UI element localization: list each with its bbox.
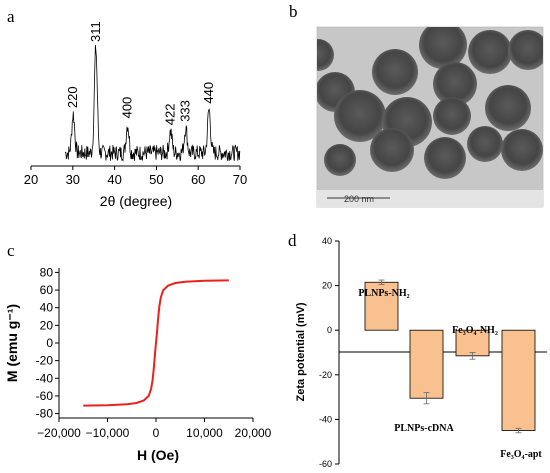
nanoparticle — [372, 49, 418, 95]
bar-label-fe3o4-nh2: Fe₃O₄-NH₂ — [452, 325, 498, 336]
zeta-y-tick-label: 20 — [322, 281, 332, 291]
nanoparticle — [501, 129, 543, 171]
mag-y-tick-label: -20 — [36, 354, 54, 368]
mag-y-tick-label: 0 — [46, 336, 53, 350]
xrd-peak-label: 333 — [178, 100, 193, 122]
zeta-y-axis-label: Zeta potential (mV) — [295, 302, 307, 401]
zeta-bar-fe3o4-apt — [501, 329, 536, 431]
mag-y-tick-label: -60 — [36, 389, 54, 403]
xrd-pattern-line — [64, 44, 241, 162]
mag-x-tick-label: 20,000 — [235, 426, 272, 440]
mag-x-tick-label: 10,000 — [186, 426, 223, 440]
nanoparticle — [433, 62, 477, 106]
nanoparticle — [424, 137, 466, 179]
tem-image: 200 nm — [316, 26, 544, 208]
mag-x-tick-label: −20,000 — [37, 426, 81, 440]
zeta-y-tick-label: -60 — [319, 459, 332, 469]
panel-label-b: b — [289, 2, 298, 21]
nanoparticle — [324, 144, 356, 176]
mag-y-axis-label: M (emu g⁻¹) — [4, 304, 20, 382]
magnetization-chart: -80 -60 -40 -20 0 20 40 60 80 −20,000 −10,000 0 10,0… — [4, 265, 272, 463]
xrd-peak-label: 422 — [163, 103, 178, 125]
nanoparticle — [433, 97, 471, 135]
xrd-x-tick-label: 40 — [107, 172, 121, 187]
nanoparticle — [317, 39, 334, 71]
nanoparticle — [419, 27, 467, 69]
zeta-y-tick-label: -20 — [319, 370, 332, 380]
bar-label-plnps-cdna: PLNPs-cDNA — [394, 423, 454, 434]
nanoparticle — [468, 30, 512, 74]
nanoparticle — [485, 85, 531, 131]
panel-label-c: c — [7, 241, 15, 260]
mag-y-tick-label: 40 — [40, 301, 54, 315]
zeta-y-tick-label: 40 — [322, 236, 332, 246]
xrd-x-tick-label: 50 — [149, 172, 163, 187]
zeta-y-tick-label: -40 — [319, 414, 332, 424]
xrd-x-tick-label: 60 — [191, 172, 205, 187]
xrd-peak-label: 311 — [88, 21, 103, 42]
panel-label-d: d — [288, 231, 297, 250]
zeta-bar-plnps-nh2 — [364, 281, 399, 331]
nanoparticle — [508, 30, 543, 70]
nanoparticle — [370, 128, 414, 172]
xrd-chart: 20 30 40 50 60 70 220 311 400 422 333 440 2θ (degr… — [24, 21, 247, 209]
bar-label-fe3o4-apt: Fe₃O₄-apt — [500, 449, 542, 460]
mag-x-axis-label: H (Oe) — [137, 447, 179, 463]
zeta-y-tick-label: 0 — [327, 325, 332, 335]
zeta-chart: -60 -40 -20 0 20 40 Zeta potential (mV) PLNPs… — [295, 236, 547, 469]
zeta-bar-plnps-cdna — [409, 329, 444, 399]
mag-y-tick-label: 20 — [40, 318, 54, 332]
mag-y-tick-label: -40 — [36, 371, 54, 385]
nanoparticle — [467, 126, 503, 162]
xrd-x-tick-label: 20 — [24, 172, 38, 187]
tem-info-bar — [317, 190, 543, 207]
xrd-peak-label: 400 — [120, 97, 135, 119]
xrd-peak-label: 440 — [201, 82, 216, 104]
mag-y-tick-label: 80 — [40, 265, 54, 279]
xrd-x-tick-label: 70 — [233, 172, 247, 187]
panel-label-a: a — [7, 7, 15, 26]
tem-scale-label: 200 nm — [344, 194, 374, 204]
xrd-x-axis-label: 2θ (degree) — [100, 193, 172, 209]
nanoparticle — [334, 90, 386, 142]
xrd-x-tick-label: 30 — [66, 172, 80, 187]
mag-x-tick-label: 0 — [153, 426, 160, 440]
mag-y-tick-label: -80 — [36, 407, 54, 421]
bar-label-plnps-nh2: PLNPs-NH₂ — [358, 288, 409, 299]
xrd-peak-label: 220 — [65, 86, 80, 108]
mag-hysteresis-curve — [83, 279, 229, 407]
mag-y-tick-label: 60 — [40, 283, 54, 297]
mag-x-tick-label: −10,000 — [86, 426, 130, 440]
